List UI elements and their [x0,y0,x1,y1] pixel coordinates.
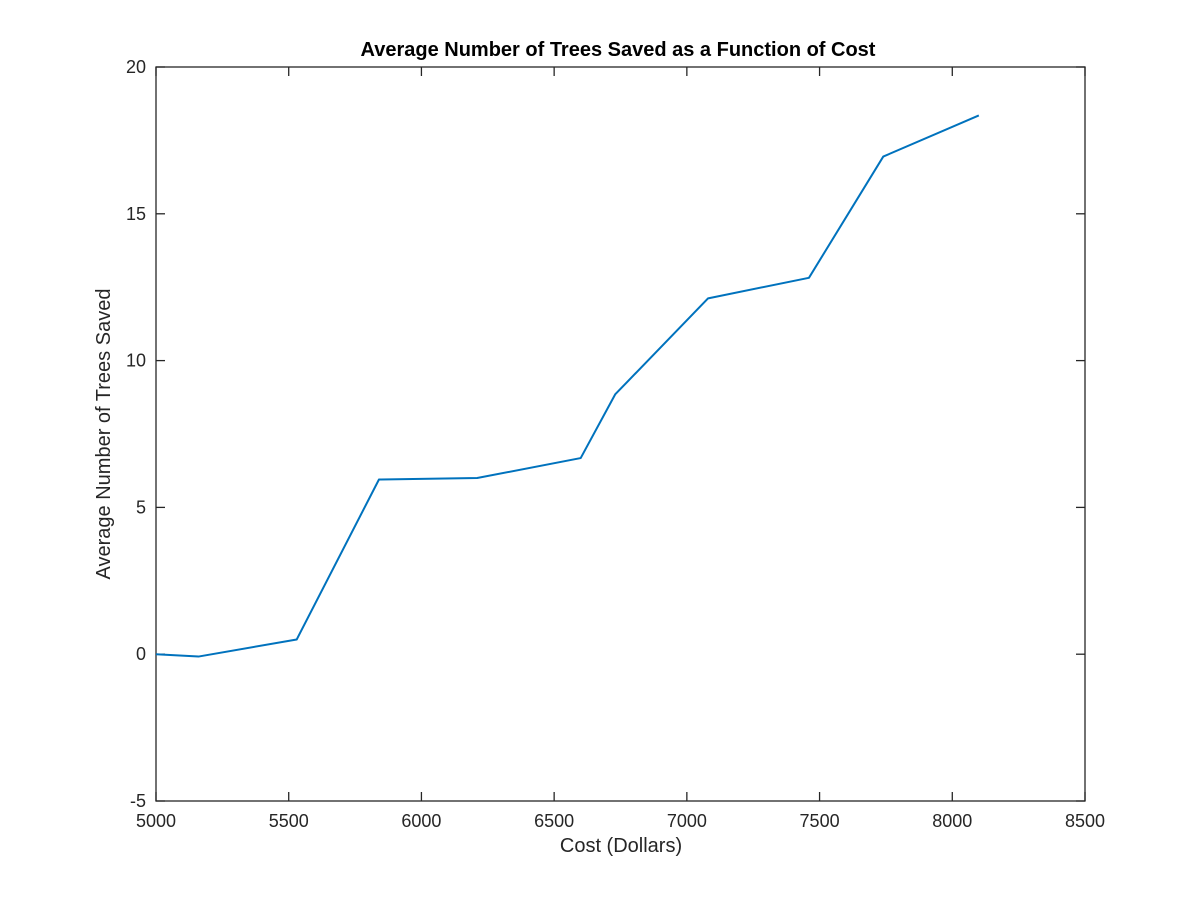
x-tick-label: 6000 [401,811,441,831]
y-tick-label: 5 [136,497,146,517]
x-axis-label: Cost (Dollars) [560,835,682,857]
x-axis-ticks: 5000 5500 6000 6500 7000 7500 8000 8500 [136,67,1105,831]
x-tick-label: 6500 [534,811,574,831]
x-tick-label: 7500 [800,811,840,831]
x-tick-label: 8500 [1065,811,1105,831]
x-tick-label: 8000 [932,811,972,831]
series-layer [155,114,980,658]
y-tick-label: 10 [126,351,146,371]
axes-box [155,66,1086,802]
chart-title: Average Number of Trees Saved as a Funct… [361,39,876,61]
y-axis-label: Average Number of Trees Saved [93,289,115,580]
x-tick-label: 5000 [136,811,176,831]
plot-area: 5000 5500 6000 6500 7000 7500 8000 8500 -5 0 5 10 1… [126,57,1105,831]
x-tick-label: 5500 [269,811,309,831]
y-axis-ticks: -5 0 5 10 15 20 [126,57,1085,811]
y-tick-label: 20 [126,57,146,77]
y-tick-label: 15 [126,204,146,224]
y-tick-label: 0 [136,644,146,664]
y-tick-label: -5 [130,791,146,811]
x-tick-label: 7000 [667,811,707,831]
